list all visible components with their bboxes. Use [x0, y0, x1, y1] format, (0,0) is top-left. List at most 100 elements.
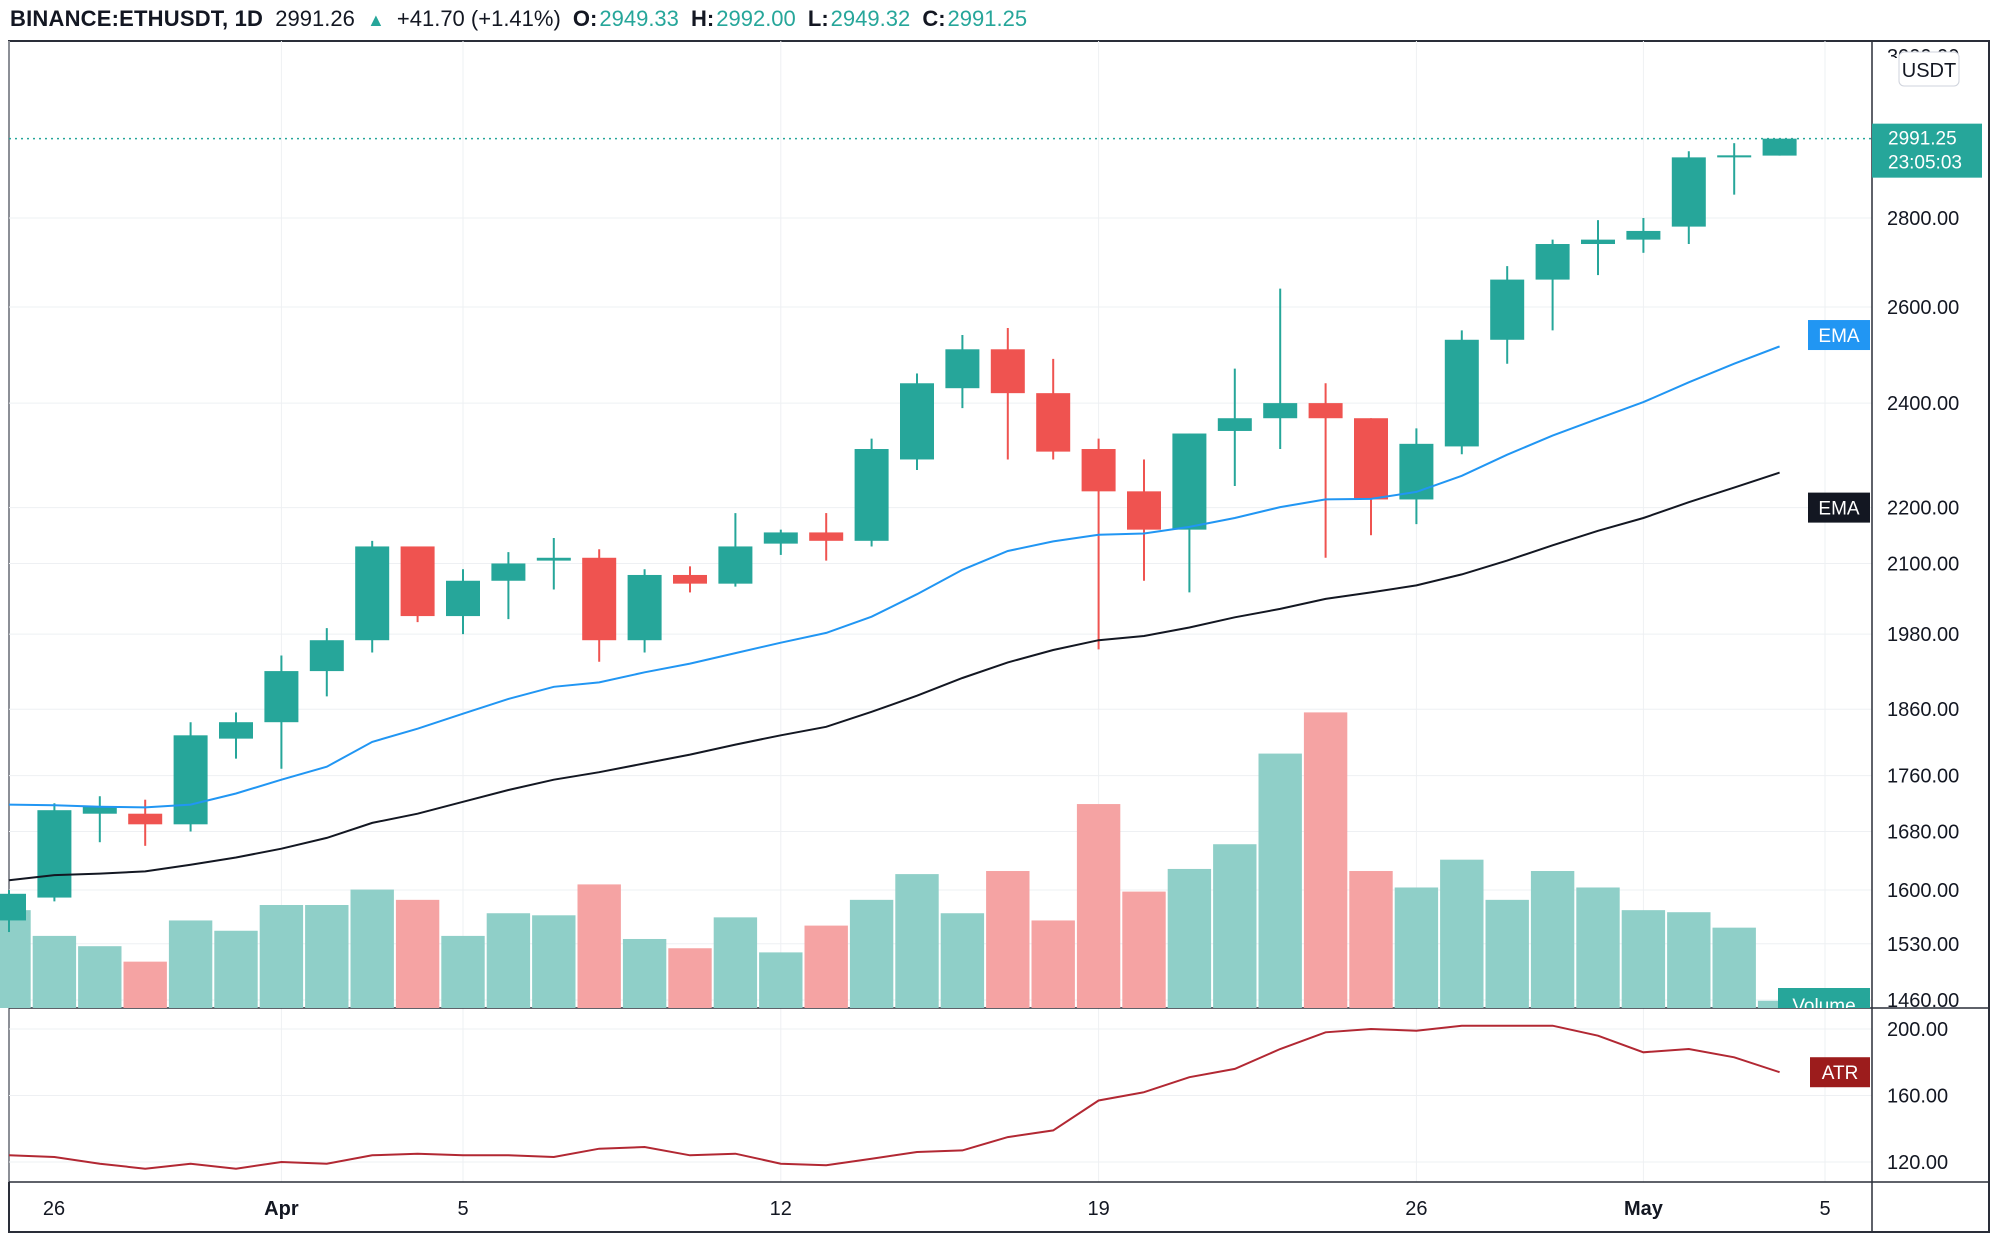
candles[interactable] [0, 138, 1797, 933]
candle[interactable] [1036, 358, 1071, 460]
candle-body [854, 449, 889, 541]
candle[interactable] [1762, 138, 1797, 156]
candle[interactable] [1263, 288, 1298, 450]
candle-body [536, 557, 571, 561]
atr-line [8, 1024, 1780, 1170]
price-axis[interactable]: 2800.00 2600.00 2400.00 2200.00 2100.00 1980.… [1887, 208, 1959, 1012]
candle[interactable] [1308, 383, 1343, 558]
candle[interactable] [990, 327, 1025, 460]
candle[interactable] [219, 712, 253, 759]
candle-body [1444, 339, 1479, 447]
time-tick-label: 26 [1405, 1198, 1427, 1220]
candle[interactable] [1127, 459, 1161, 581]
candle[interactable] [582, 549, 617, 662]
atr-tick-label: 120.00 [1887, 1152, 1948, 1174]
volume-bar [350, 889, 394, 1008]
currency-button[interactable] [1898, 51, 1960, 87]
symbol-header: BINANCE:ETHUSDT, 1D 2991.26 ▲ +41.70 (+1… [10, 2, 1033, 36]
last-price: 2991.26 [275, 6, 355, 31]
up-triangle-icon: ▲ [366, 10, 385, 30]
candle[interactable] [1626, 218, 1661, 253]
candle[interactable] [536, 538, 571, 590]
candle-body [1490, 279, 1525, 340]
candle[interactable] [355, 540, 390, 653]
volume-bar [32, 935, 77, 1008]
candle[interactable] [446, 569, 480, 635]
price-tick-label: 2100.00 [1887, 553, 1959, 575]
ema-fast-tag[interactable]: EMA [1808, 320, 1870, 351]
volume-bar [940, 913, 985, 1008]
volume-bar [214, 930, 258, 1008]
candle[interactable] [1217, 368, 1252, 486]
candle[interactable] [1444, 330, 1479, 455]
candle[interactable] [809, 513, 844, 561]
candle-body [627, 574, 662, 641]
candle[interactable] [173, 722, 208, 832]
price-tick-label: 2600.00 [1887, 297, 1959, 319]
ema-fast-line [8, 345, 1780, 809]
volume-bar [1712, 927, 1756, 1008]
candle[interactable] [309, 628, 344, 697]
ema-slow-tag[interactable]: EMA [1808, 492, 1870, 523]
volume-bar [441, 935, 485, 1008]
volume-bar [168, 920, 213, 1008]
close-label: C: [922, 6, 946, 31]
candle-body [1036, 393, 1071, 452]
candle[interactable] [945, 335, 980, 409]
candle[interactable] [264, 655, 299, 769]
candle[interactable] [1081, 438, 1116, 650]
high-label: H: [691, 6, 715, 31]
candle[interactable] [400, 546, 435, 623]
candle[interactable] [1671, 151, 1706, 245]
price-tick-label: 1760.00 [1887, 766, 1959, 788]
volume-bar [486, 913, 531, 1008]
candle[interactable] [1172, 433, 1207, 593]
candle-body [763, 532, 798, 544]
candle[interactable] [1490, 266, 1525, 364]
candle-body [1127, 491, 1161, 530]
candle[interactable] [0, 890, 26, 933]
price-tick-label: 1600.00 [1887, 880, 1959, 902]
candle-body [1535, 244, 1570, 280]
volume-bar [1167, 868, 1212, 1008]
candle[interactable] [627, 569, 662, 653]
candle[interactable] [82, 796, 117, 843]
time-tick-label: May [1624, 1198, 1664, 1220]
volume-bar [1394, 887, 1439, 1008]
candle[interactable] [854, 438, 889, 547]
volume-bar [1303, 712, 1348, 1008]
symbol-title[interactable]: BINANCE:ETHUSDT, 1D [10, 6, 264, 31]
candle-body [1399, 443, 1434, 500]
open-label: O: [572, 6, 598, 31]
atr-tag[interactable]: ATR [1810, 1057, 1870, 1088]
candle[interactable] [900, 373, 934, 470]
candle-body [446, 580, 480, 617]
candle[interactable] [491, 552, 526, 620]
price-tick-label: 2200.00 [1887, 498, 1959, 520]
time-axis[interactable]: 26 Apr 5 12 19 26 May 5 [43, 1198, 1831, 1220]
volume-bar [395, 899, 440, 1008]
time-tick-label: 5 [457, 1198, 468, 1220]
price-change: +41.70 (+1.41%) [396, 6, 561, 31]
candle-body [264, 671, 299, 723]
volume-bar [895, 874, 939, 1008]
candle-body [900, 383, 934, 460]
high-value: 2992.00 [716, 6, 796, 31]
candle-body [0, 893, 26, 921]
candle[interactable] [1717, 143, 1752, 195]
close-value: 2991.25 [947, 6, 1028, 31]
volume-bar [1621, 910, 1666, 1008]
candle[interactable] [718, 513, 753, 587]
candle[interactable] [1399, 428, 1434, 525]
candle[interactable] [1581, 220, 1615, 276]
candle[interactable] [1535, 239, 1570, 331]
candle[interactable] [673, 566, 707, 593]
volume-bar [668, 948, 712, 1008]
candle[interactable] [1354, 418, 1388, 536]
grid-lines [8, 41, 1872, 1182]
candle[interactable] [763, 529, 798, 555]
candle-body [82, 806, 117, 814]
volume-tag[interactable]: Volume [1778, 988, 1870, 1017]
candle[interactable] [37, 803, 72, 902]
